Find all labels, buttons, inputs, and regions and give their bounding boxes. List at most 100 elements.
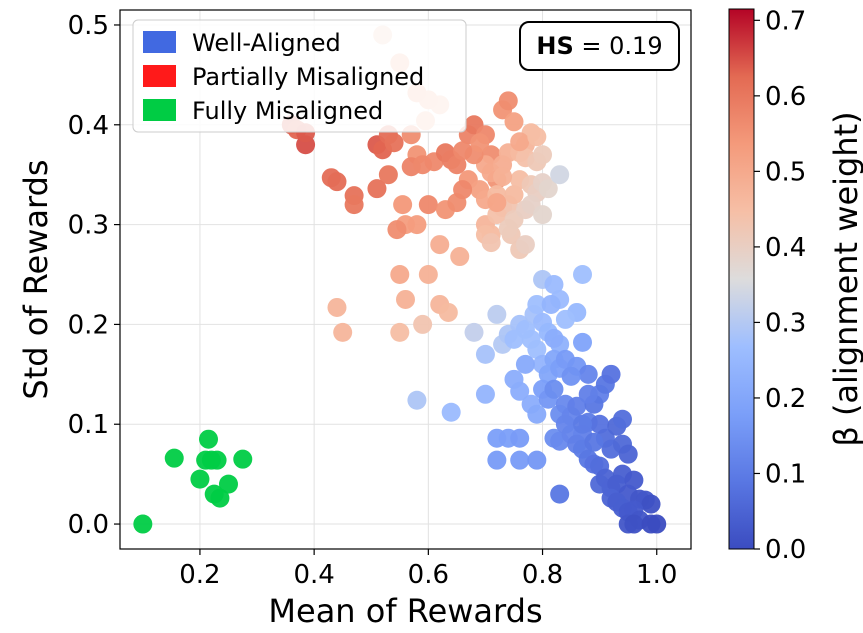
colorbar-tick-label: 0.2 <box>765 384 806 414</box>
y-tick-label: 0.0 <box>68 510 109 540</box>
point-partially-misaligned <box>538 179 558 199</box>
point-partially-misaligned <box>327 172 347 192</box>
point-partially-misaligned <box>510 132 530 152</box>
point-well-aligned <box>578 364 598 384</box>
x-tick-label: 0.8 <box>522 560 563 590</box>
x-ticks: 0.2 0.4 0.6 0.8 1.0 <box>179 549 677 590</box>
point-partially-misaligned <box>453 141 473 161</box>
colorbar-tick-label: 0.5 <box>765 157 806 187</box>
point-partially-misaligned <box>450 247 470 267</box>
y-tick-label: 0.1 <box>68 410 109 440</box>
colorbar-tick-label: 0.0 <box>765 535 806 565</box>
svg-text:HS = 0.19: HS = 0.19 <box>536 32 662 60</box>
point-well-aligned <box>504 369 524 389</box>
point-well-aligned <box>407 390 427 410</box>
point-partially-misaligned <box>393 195 413 215</box>
point-well-aligned <box>561 366 581 386</box>
point-partially-misaligned <box>378 165 398 185</box>
point-well-aligned <box>441 402 461 422</box>
colorbar-tick-label: 0.7 <box>765 6 806 36</box>
point-partially-misaligned <box>550 165 570 185</box>
y-ticks: 0.0 0.1 0.2 0.3 0.4 0.5 <box>68 11 120 540</box>
point-fully-misaligned <box>207 450 227 470</box>
legend-swatch-well-aligned <box>143 31 176 53</box>
point-well-aligned <box>573 414 593 434</box>
point-well-aligned <box>487 304 507 324</box>
legend-label-fully-misaligned: Fully Misaligned <box>192 97 383 125</box>
point-well-aligned <box>544 379 564 399</box>
point-well-aligned <box>544 274 564 294</box>
point-well-aligned <box>475 384 495 404</box>
point-well-aligned <box>584 432 604 452</box>
point-well-aligned <box>464 322 484 342</box>
point-fully-misaligned <box>199 429 219 449</box>
colorbar-gradient <box>728 8 755 550</box>
point-partially-misaligned <box>504 112 524 132</box>
point-partially-misaligned <box>504 185 524 205</box>
point-well-aligned <box>612 409 632 429</box>
point-partially-misaligned <box>390 265 410 285</box>
point-partially-misaligned <box>327 297 347 317</box>
point-partially-misaligned <box>453 180 473 200</box>
legend-label-partially-misaligned: Partially Misaligned <box>192 63 424 91</box>
point-fully-misaligned <box>164 448 184 468</box>
point-partially-misaligned <box>333 322 353 342</box>
point-partially-misaligned <box>493 167 513 187</box>
point-well-aligned <box>578 384 598 404</box>
point-partially-misaligned <box>533 145 553 165</box>
point-well-aligned <box>573 332 593 352</box>
point-partially-misaligned <box>515 235 535 255</box>
point-partially-misaligned <box>384 133 404 153</box>
point-well-aligned <box>544 328 564 348</box>
hs-box <box>519 21 680 71</box>
point-partially-misaligned <box>344 195 364 215</box>
point-well-aligned <box>487 450 507 470</box>
point-partially-misaligned <box>527 127 547 147</box>
point-fully-misaligned <box>218 474 238 494</box>
point-well-aligned <box>527 339 547 359</box>
colorbar-ticks: 0.0 0.1 0.2 0.3 0.4 0.5 0.6 0.7 <box>754 6 806 565</box>
point-fully-misaligned <box>133 514 153 534</box>
point-fully-misaligned <box>233 449 253 469</box>
point-well-aligned <box>510 450 530 470</box>
hs-annotation: HS = 0.19 <box>519 21 680 71</box>
y-tick-label: 0.4 <box>68 111 109 141</box>
point-fully-misaligned <box>210 488 230 508</box>
y-tick-label: 0.5 <box>68 11 109 41</box>
point-well-aligned <box>567 396 587 416</box>
point-well-aligned <box>515 354 535 374</box>
point-well-aligned <box>647 514 667 534</box>
colorbar-tick-label: 0.3 <box>765 308 806 338</box>
colorbar: 0.0 0.1 0.2 0.3 0.4 0.5 0.6 0.7 β (alignment we… <box>728 6 863 565</box>
point-partially-misaligned <box>487 193 507 213</box>
point-partially-misaligned <box>430 235 450 255</box>
legend: Well-Aligned Partially Misaligned Fully … <box>132 19 467 133</box>
point-partially-misaligned <box>413 314 433 334</box>
colorbar-label: β (alignment weight) <box>827 111 863 446</box>
legend-box <box>132 19 467 133</box>
point-well-aligned <box>618 444 638 464</box>
point-partially-misaligned <box>396 289 415 309</box>
point-partially-misaligned <box>407 215 427 235</box>
hs-value: = 0.19 <box>574 32 663 60</box>
y-axis-label: Std of Rewards <box>17 159 55 399</box>
x-axis-label: Mean of Rewards <box>268 592 542 630</box>
point-partially-misaligned <box>418 265 438 285</box>
colorbar-tick-label: 0.6 <box>765 82 806 112</box>
point-partially-misaligned <box>533 205 553 225</box>
x-tick-label: 1.0 <box>636 560 677 590</box>
point-well-aligned <box>573 265 593 285</box>
point-partially-misaligned <box>498 219 518 239</box>
legend-swatch-partially-misaligned <box>143 65 176 87</box>
y-tick-label: 0.3 <box>68 211 109 241</box>
point-well-aligned <box>527 450 547 470</box>
x-tick-label: 0.4 <box>293 560 334 590</box>
point-partially-misaligned <box>418 195 438 215</box>
point-partially-misaligned <box>498 91 518 111</box>
point-partially-misaligned <box>438 302 458 322</box>
colorbar-tick-label: 0.4 <box>765 233 806 263</box>
y-tick-label: 0.2 <box>68 310 109 340</box>
x-tick-label: 0.2 <box>179 560 220 590</box>
plot-frame <box>119 9 692 550</box>
